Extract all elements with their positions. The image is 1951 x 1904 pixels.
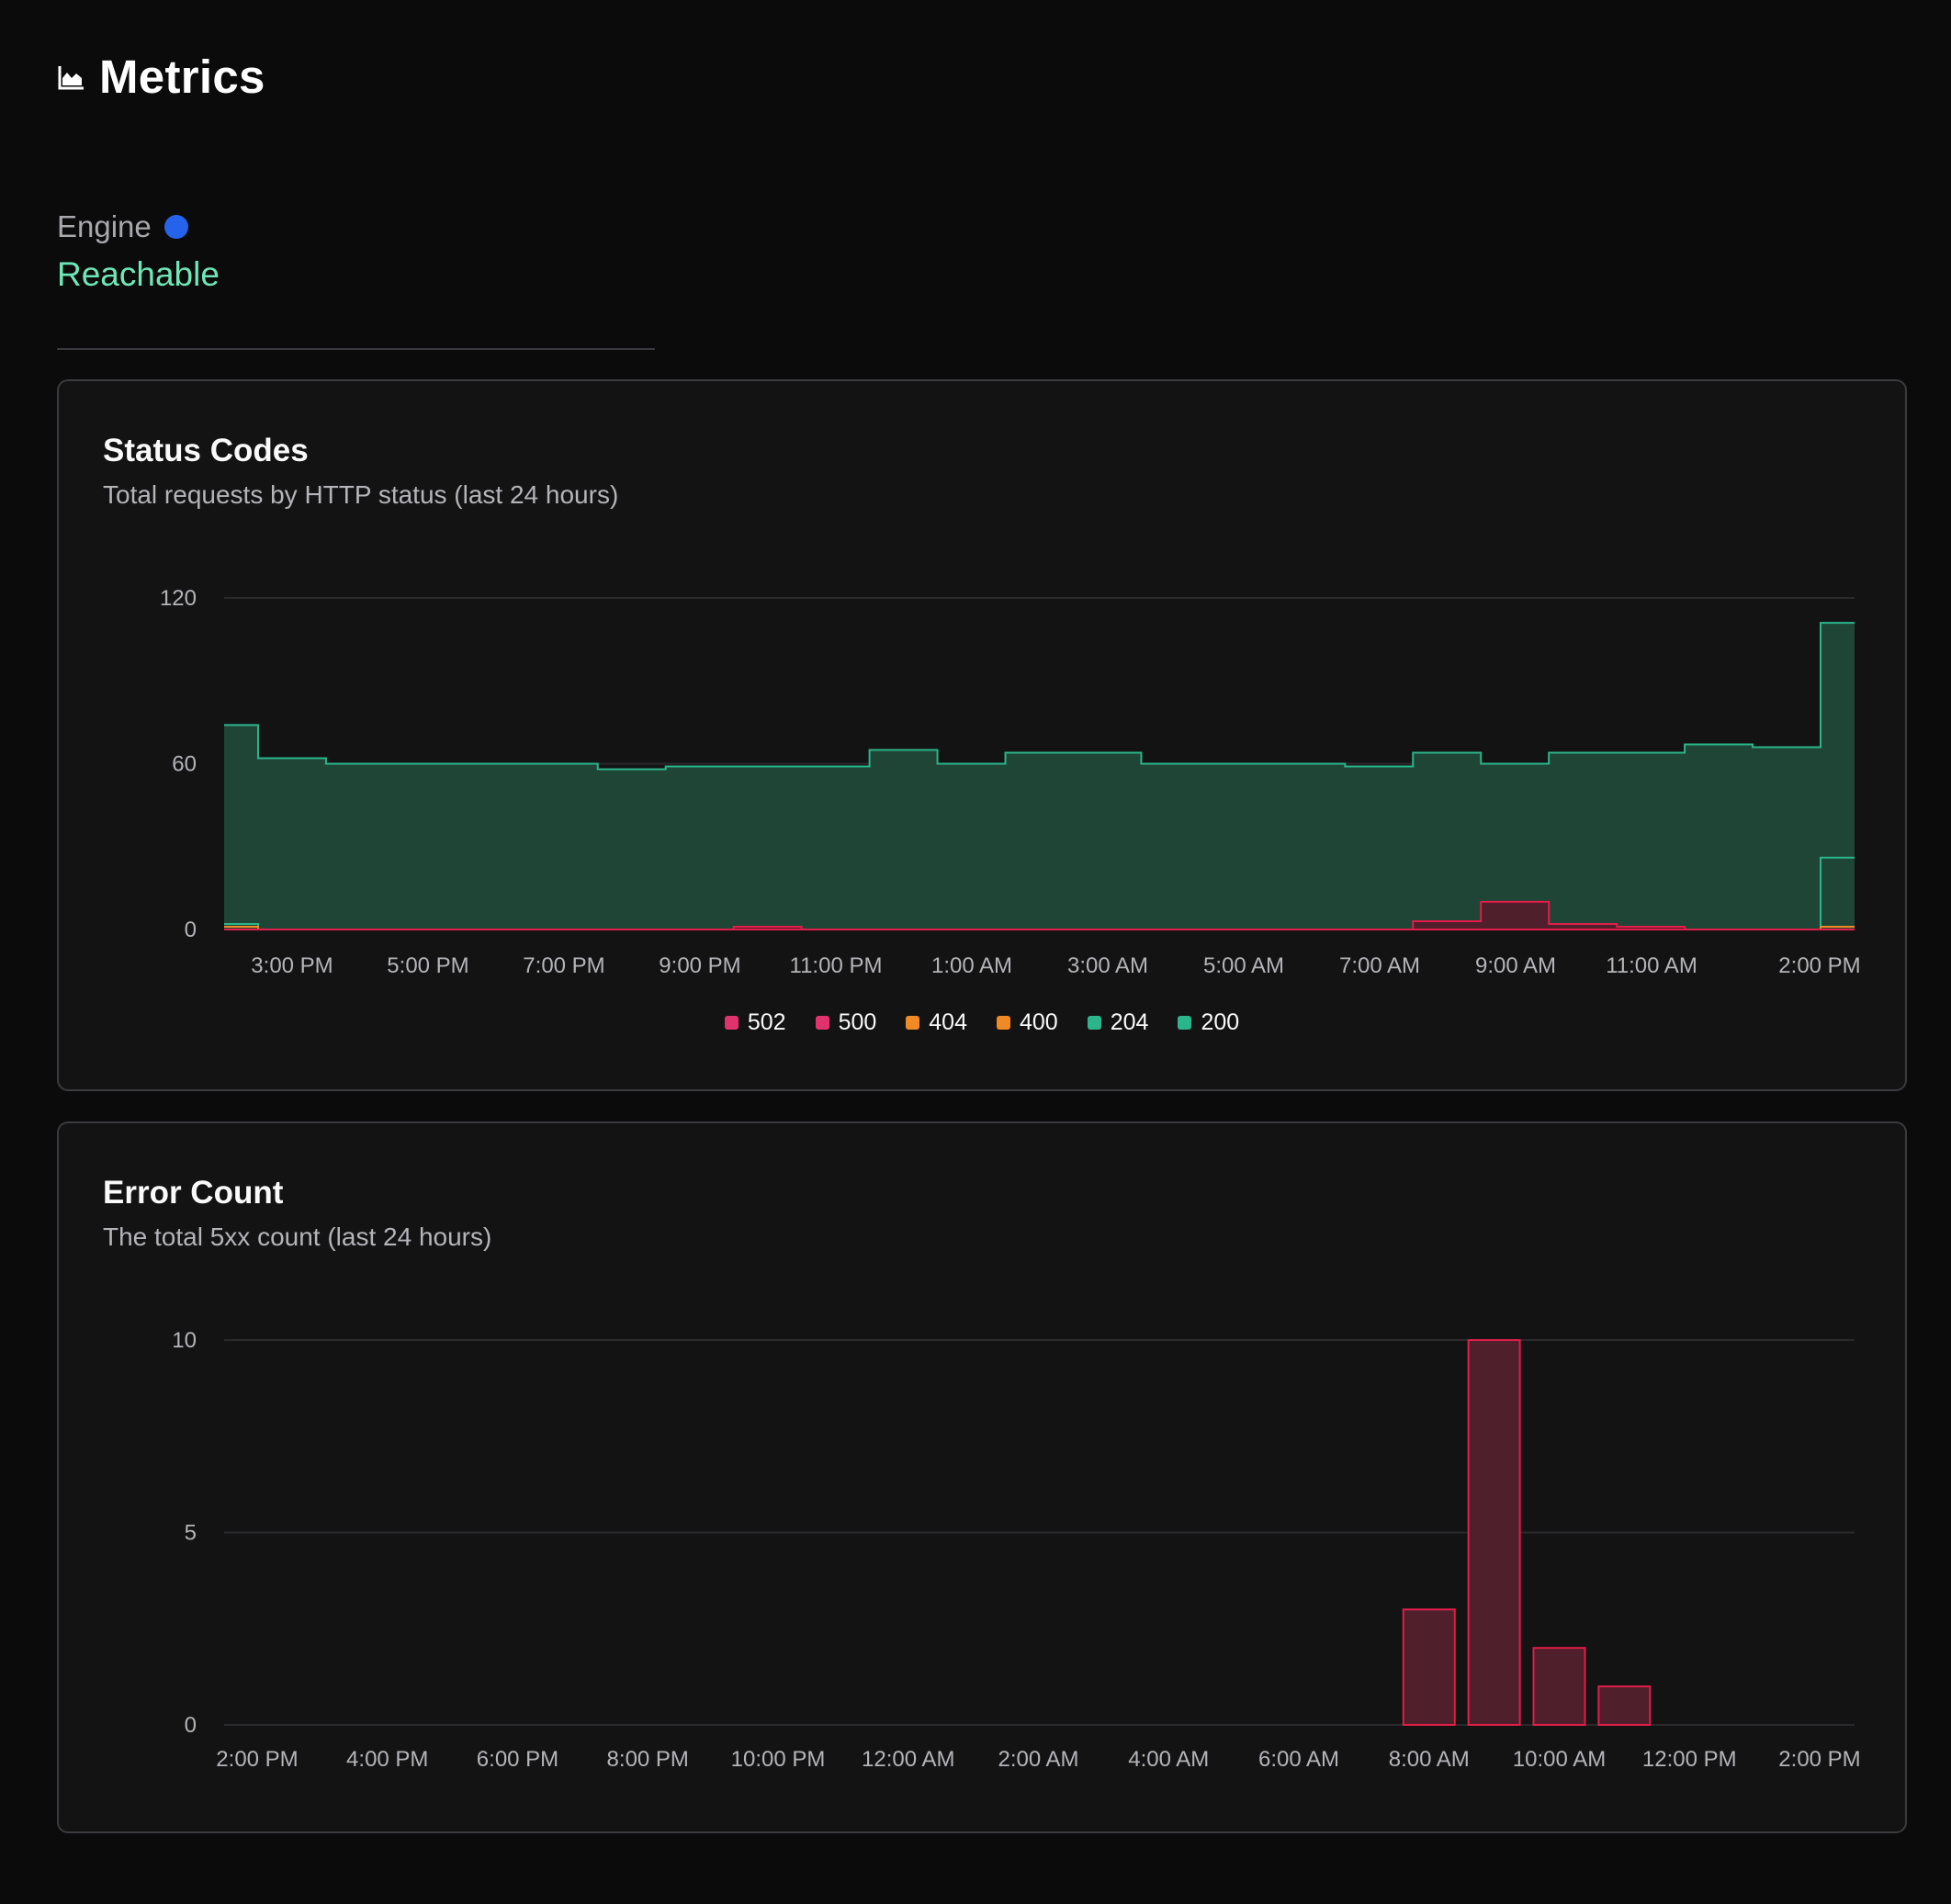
legend-label: 200 — [1201, 1009, 1240, 1035]
x-tick-label: 11:00 AM — [1606, 953, 1697, 978]
engine-status-text: Reachable — [57, 255, 220, 293]
x-tick-label: 10:00 PM — [731, 1747, 826, 1772]
legend-swatch — [906, 1016, 920, 1030]
legend-label: 502 — [747, 1009, 786, 1035]
legend-item-204[interactable]: 204 — [1087, 1009, 1149, 1036]
error-bar — [1402, 1608, 1456, 1726]
x-tick-label: 8:00 PM — [607, 1747, 689, 1772]
engine-status-dot — [164, 215, 188, 239]
x-tick-label: 2:00 PM — [1778, 953, 1860, 978]
page-header: Metrics — [57, 50, 265, 104]
legend-item-502[interactable]: 502 — [724, 1009, 786, 1036]
series-200-area — [224, 623, 1855, 929]
divider — [57, 348, 655, 350]
x-tick-label: 3:00 AM — [1067, 953, 1148, 978]
legend-label: 500 — [838, 1009, 877, 1035]
page-title: Metrics — [99, 51, 265, 103]
legend-item-404[interactable]: 404 — [906, 1009, 967, 1036]
area-chart-icon — [58, 65, 84, 89]
legend-label: 204 — [1110, 1009, 1149, 1035]
error-count-subtitle: The total 5xx count (last 24 hours) — [103, 1222, 492, 1251]
series-200-line — [224, 622, 1855, 771]
legend-swatch — [997, 1016, 1010, 1030]
x-tick-label: 8:00 AM — [1389, 1747, 1470, 1772]
y-tick-label: 10 — [172, 1328, 197, 1353]
y-tick-label: 120 — [160, 586, 197, 611]
status-codes-title: Status Codes — [103, 433, 309, 468]
error-bar — [1467, 1339, 1521, 1726]
x-tick-label: 5:00 PM — [387, 953, 468, 978]
x-tick-label: 1:00 AM — [931, 953, 1012, 978]
x-tick-label: 9:00 PM — [659, 953, 740, 978]
error-count-card: Error Count The total 5xx count (last 24… — [57, 1121, 1907, 1833]
legend-item-400[interactable]: 400 — [997, 1009, 1058, 1036]
series-500-area — [224, 901, 1855, 929]
x-tick-label: 10:00 AM — [1513, 1747, 1606, 1772]
error-bar — [1532, 1647, 1586, 1727]
engine-status-block: Engine Reachable — [57, 209, 220, 294]
y-tick-label: 5 — [185, 1521, 197, 1546]
x-tick-label: 2:00 PM — [216, 1747, 298, 1772]
x-tick-label: 4:00 AM — [1128, 1747, 1209, 1772]
status-codes-legend: 502 500 404 400 204 200 — [59, 1009, 1905, 1036]
legend-swatch — [1087, 1016, 1101, 1030]
error-count-title: Error Count — [103, 1175, 284, 1211]
x-tick-label: 3:00 PM — [251, 953, 333, 978]
x-tick-label: 7:00 PM — [523, 953, 604, 978]
legend-swatch — [815, 1016, 829, 1030]
legend-label: 404 — [929, 1009, 967, 1035]
status-codes-chart: 0 60 120 3:00 PM 5:00 PM 7:00 PM 9:00 PM 11:00 … — [160, 586, 1861, 978]
x-tick-label: 6:00 PM — [477, 1747, 558, 1772]
x-tick-label: 2:00 AM — [998, 1747, 1078, 1772]
y-tick-label: 60 — [172, 752, 197, 777]
x-tick-label: 2:00 PM — [1778, 1747, 1860, 1772]
error-count-chart: 0 5 10 2:00 PM 4:00 PM 6:00 PM 8:00 PM 10:00 PM… — [172, 1328, 1860, 1772]
x-tick-label: 11:00 PM — [790, 953, 883, 978]
legend-swatch — [1178, 1016, 1192, 1030]
legend-swatch — [724, 1016, 739, 1030]
x-tick-label: 12:00 PM — [1642, 1747, 1737, 1772]
x-tick-label: 4:00 PM — [346, 1747, 428, 1772]
error-bar — [1597, 1685, 1652, 1726]
x-tick-label: 7:00 AM — [1339, 953, 1420, 978]
legend-item-200[interactable]: 200 — [1178, 1009, 1239, 1036]
x-tick-label: 12:00 AM — [862, 1747, 954, 1772]
legend-item-500[interactable]: 500 — [815, 1009, 877, 1036]
legend-label: 400 — [1020, 1009, 1058, 1035]
x-tick-label: 5:00 AM — [1203, 953, 1284, 978]
y-tick-label: 0 — [185, 1713, 197, 1738]
x-tick-label: 9:00 AM — [1475, 953, 1556, 978]
y-tick-label: 0 — [185, 918, 197, 942]
engine-label: Engine — [57, 209, 152, 243]
x-tick-label: 6:00 AM — [1258, 1747, 1339, 1772]
status-codes-card: Status Codes Total requests by HTTP stat… — [57, 379, 1907, 1091]
status-codes-subtitle: Total requests by HTTP status (last 24 h… — [103, 480, 619, 509]
